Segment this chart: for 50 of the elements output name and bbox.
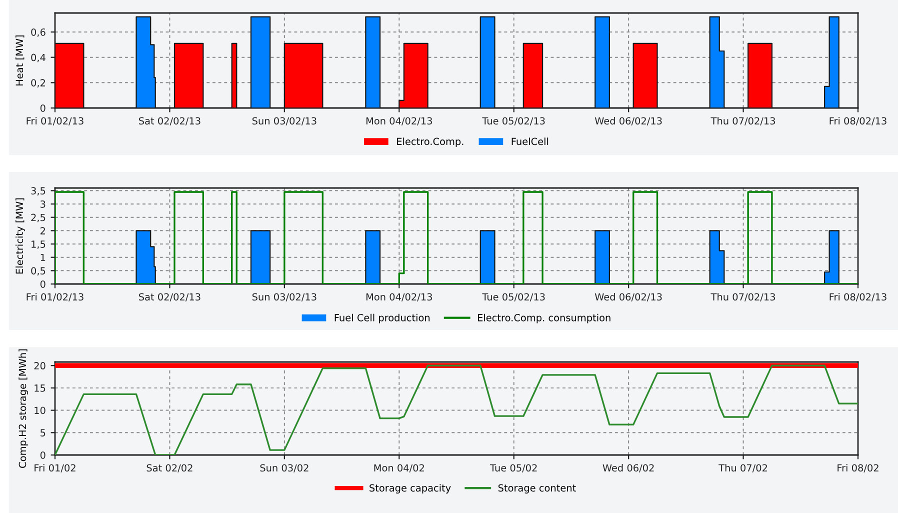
x-tick-label: Mon 04/02/13 <box>366 293 432 302</box>
legend-label: Storage capacity <box>370 484 451 494</box>
legend-label: Storage content <box>498 484 576 494</box>
x-tick-label: Wed 06/02/13 <box>594 117 662 126</box>
x-tick-label: Fri 01/02 <box>34 464 76 472</box>
y-tick-label: 1 <box>40 254 46 262</box>
x-tick-label: Fri 08/02 <box>838 464 878 472</box>
y-tick-label: 2,5 <box>31 214 46 222</box>
y-tick-label: 20 <box>34 362 46 370</box>
y-tick-label: 5 <box>40 429 46 436</box>
x-tick-label: Mon 04/02/13 <box>366 117 432 126</box>
x-tick-label: Sun 03/02/13 <box>252 117 316 126</box>
y-tick-label: 3 <box>40 200 46 208</box>
legend-label: Electro.Comp. <box>397 138 464 147</box>
y-tick-label: 0 <box>40 451 46 459</box>
x-tick-label: Tue 05/02 <box>490 464 537 472</box>
x-tick-label: Sat 02/02/13 <box>139 293 200 302</box>
x-tick-label: Thu 07/02/13 <box>710 293 776 302</box>
x-tick-label: Sat 02/02 <box>146 464 192 472</box>
y-tick-label: 15 <box>34 384 46 392</box>
x-tick-label: Sun 03/02 <box>260 464 308 472</box>
x-tick-label: Tue 05/02/13 <box>482 293 545 302</box>
y-axis-title: Electricity [MW] <box>16 198 25 274</box>
x-tick-label: Thu 07/02 <box>718 464 767 472</box>
y-tick-label: 0,6 <box>31 28 46 37</box>
x-tick-label: Thu 07/02/13 <box>710 117 776 126</box>
y-tick-label: 3,5 <box>31 187 46 196</box>
x-tick-label: Wed 06/02/13 <box>594 293 662 302</box>
x-tick-label: Sun 03/02/13 <box>252 293 316 302</box>
y-tick-label: 0,4 <box>31 54 46 62</box>
y-tick-label: 0,5 <box>31 267 46 276</box>
y-tick-label: 10 <box>34 406 46 414</box>
x-tick-label: Wed 06/02 <box>602 464 654 472</box>
x-tick-label: Fri 08/02/13 <box>830 293 886 302</box>
legend-label: Fuel Cell production <box>334 314 430 324</box>
x-tick-label: Tue 05/02/13 <box>482 117 545 126</box>
y-tick-label: 0 <box>40 104 46 112</box>
y-axis-title: Comp.H2 storage [MWh] <box>18 349 28 468</box>
legend-label: FuelCell <box>512 138 548 146</box>
x-tick-label: Sat 02/02/13 <box>139 117 200 126</box>
x-tick-label: Fri 01/02/13 <box>26 293 84 302</box>
legend-label: Electro.Comp. consumption <box>478 314 610 324</box>
y-axis-title: Heat [MW] <box>16 35 24 86</box>
y-tick-label: 0 <box>40 280 46 288</box>
y-tick-label: 0,2 <box>31 79 45 88</box>
x-tick-label: Fri 01/02/13 <box>26 117 84 126</box>
y-tick-label: 2 <box>40 227 45 234</box>
y-tick-label: 1,5 <box>32 240 46 249</box>
x-tick-label: Mon 04/02 <box>374 464 424 472</box>
x-tick-label: Fri 08/02/13 <box>830 117 886 126</box>
